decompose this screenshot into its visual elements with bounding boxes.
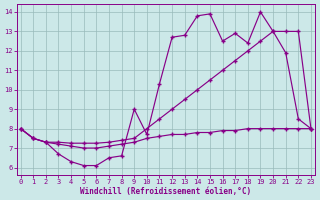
X-axis label: Windchill (Refroidissement éolien,°C): Windchill (Refroidissement éolien,°C) bbox=[80, 187, 251, 196]
